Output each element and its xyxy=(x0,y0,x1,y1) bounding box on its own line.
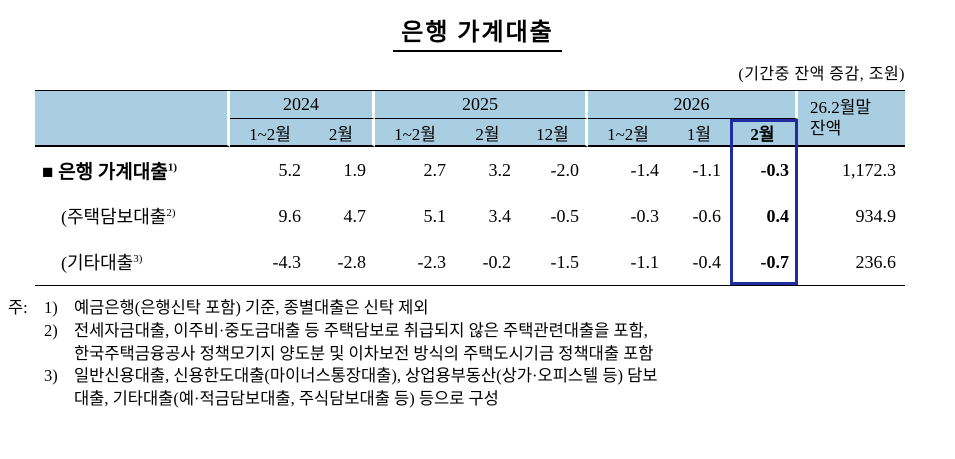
value-cell-highlighted: 0.4 xyxy=(766,205,790,226)
col-header-2024-feb: 2월 xyxy=(310,119,375,147)
footnote-marker: 3) xyxy=(44,366,58,386)
header-year-2026: 2026 xyxy=(588,91,798,119)
page: 은행 가계대출 (기간중 잔액 증감, 조원) 2024 2025 2026 2… xyxy=(0,12,955,411)
col-header-2025-feb: 2월 xyxy=(455,119,520,147)
title-row: 은행 가계대출 xyxy=(0,12,955,52)
value-cell: 3.2 xyxy=(488,159,512,180)
value-cell: 2.7 xyxy=(423,159,447,180)
value-cell: -1.1 xyxy=(692,159,722,180)
row-label-household-loans: ■ 은행 가계대출1) xyxy=(35,147,230,193)
row-label-other-loans: (기타대출3) xyxy=(35,239,230,285)
col-header-2024-jan-feb: 1~2월 xyxy=(230,119,310,147)
value-cell: -2.0 xyxy=(550,159,580,180)
row-label-mortgage-loans: (주택담보대출2) xyxy=(35,193,230,239)
value-cell: -0.4 xyxy=(692,251,722,272)
footnote-marker: 1) xyxy=(44,298,58,317)
value-cell: -0.6 xyxy=(692,205,722,226)
value-cell: 5.2 xyxy=(278,159,302,180)
col-header-2025-jan-feb: 1~2월 xyxy=(375,119,455,147)
col-header-2026-jan: 1월 xyxy=(668,119,730,147)
col-header-2025-dec: 12월 xyxy=(520,119,588,147)
row-label-text: (주택담보대출2) xyxy=(61,207,176,227)
col-header-2026-feb-highlighted: 2월 xyxy=(730,119,798,147)
value-cell-highlighted: -0.3 xyxy=(760,159,790,180)
page-title: 은행 가계대출 xyxy=(393,12,562,52)
footnotes: 주: 1) 예금은행(은행신탁 포함) 기준, 종별대출은 신탁 제외 2) 전… xyxy=(0,297,955,411)
header-balance: 26.2월말 잔액 xyxy=(798,91,905,147)
value-cell: -4.3 xyxy=(272,251,302,272)
value-cell: 3.4 xyxy=(488,205,512,226)
footnote-text: 전세자금대출, 이주비·중도금대출 등 주택담보로 취급되지 않은 주택관련대출… xyxy=(74,320,654,363)
row-label-sup: 2) xyxy=(166,207,176,219)
content: (기간중 잔액 증감, 조원) 2024 2025 2026 26.2월말 잔액… xyxy=(0,60,955,286)
value-cell: -0.2 xyxy=(482,251,512,272)
balance-cell: 934.9 xyxy=(855,205,897,226)
unit-note: (기간중 잔액 증감, 조원) xyxy=(738,66,905,83)
header-year-2025: 2025 xyxy=(375,91,588,119)
footnote-marker: 2) xyxy=(44,320,58,340)
balance-cell: 236.6 xyxy=(855,251,897,272)
header-corner-cell xyxy=(35,91,230,147)
footnote-3: 3) 일반신용대출, 신용한도대출(마이너스통장대출), 상업용부동산(상가·오… xyxy=(44,365,920,411)
footnote-2: 2) 전세자금대출, 이주비·중도금대출 등 주택담보로 취급되지 않은 주택관… xyxy=(44,320,920,366)
value-cell: -1.1 xyxy=(630,251,660,272)
balance-cell: 1,172.3 xyxy=(842,159,896,180)
footnote-text: 일반신용대출, 신용한도대출(마이너스통장대출), 상업용부동산(상가·오피스텔… xyxy=(74,366,658,409)
value-cell: -2.3 xyxy=(417,251,447,272)
household-loans-table: 2024 2025 2026 26.2월말 잔액 1~2월 2월 1~2월 2월… xyxy=(35,90,905,286)
value-cell: -0.5 xyxy=(550,205,580,226)
value-cell: 4.7 xyxy=(343,205,367,226)
value-cell: -0.3 xyxy=(630,205,660,226)
value-cell: 1.9 xyxy=(343,159,367,180)
value-cell: -1.5 xyxy=(550,251,580,272)
value-cell: -2.8 xyxy=(337,251,367,272)
value-cell: -1.4 xyxy=(630,159,660,180)
value-cell-highlighted: -0.7 xyxy=(760,251,790,272)
row-label-sup: 3) xyxy=(133,253,143,265)
row-label-sup: 1) xyxy=(167,161,178,174)
row-label-text: (기타대출3) xyxy=(61,253,143,273)
footnote-prefix: 주: xyxy=(8,298,28,317)
footnote-text: 예금은행(은행신탁 포함) 기준, 종별대출은 신탁 제외 xyxy=(74,298,429,317)
row-label-text: ■ 은행 가계대출1) xyxy=(42,161,178,183)
col-header-2026-jan-feb: 1~2월 xyxy=(588,119,668,147)
header-year-2024: 2024 xyxy=(230,91,375,119)
value-cell: 5.1 xyxy=(423,205,447,226)
value-cell: 9.6 xyxy=(278,205,302,226)
footnote-1: 주: 1) 예금은행(은행신탁 포함) 기준, 종별대출은 신탁 제외 xyxy=(8,297,920,320)
